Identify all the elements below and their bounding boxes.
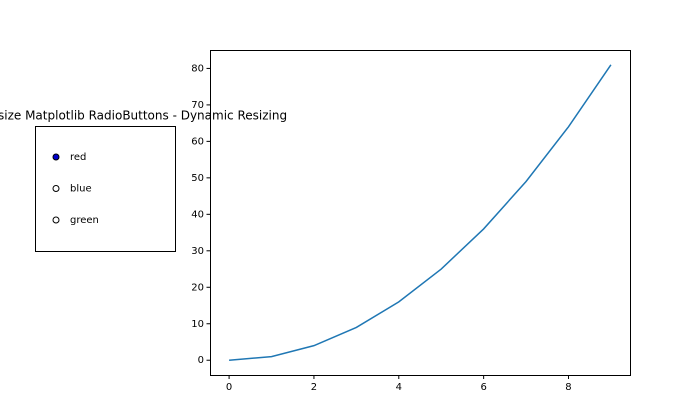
plot-area bbox=[210, 50, 631, 376]
y-tick-label: 0 bbox=[198, 355, 204, 366]
y-tick-label: 80 bbox=[191, 63, 204, 74]
y-tick-label: 40 bbox=[191, 209, 204, 220]
y-tick-label: 50 bbox=[191, 173, 204, 184]
data-line bbox=[229, 64, 612, 361]
x-tick-label: 4 bbox=[396, 382, 402, 393]
x-tick-label: 2 bbox=[311, 382, 317, 393]
y-tick-label: 30 bbox=[191, 246, 204, 257]
radio-label[interactable]: blue bbox=[70, 184, 92, 195]
radio-label[interactable]: green bbox=[70, 215, 99, 226]
y-tick-label: 10 bbox=[191, 319, 204, 330]
y-tick-label: 60 bbox=[191, 136, 204, 147]
x-tick-label: 6 bbox=[480, 382, 486, 393]
y-tick-label: 70 bbox=[191, 100, 204, 111]
radio-button[interactable] bbox=[52, 153, 60, 161]
radio-button[interactable] bbox=[52, 216, 60, 224]
radio-label[interactable]: red bbox=[70, 152, 86, 163]
x-tick-label: 0 bbox=[226, 382, 232, 393]
y-tick-label: 20 bbox=[191, 282, 204, 293]
radio-button[interactable] bbox=[52, 185, 60, 192]
chart-title: size Matplotlib RadioButtons - Dynamic R… bbox=[0, 109, 287, 123]
x-tick-label: 8 bbox=[565, 382, 571, 393]
